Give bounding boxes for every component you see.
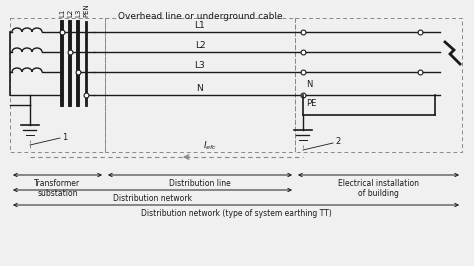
Text: PEN: PEN — [83, 3, 89, 17]
Text: L2: L2 — [195, 41, 205, 50]
Text: $I_{efc}$: $I_{efc}$ — [203, 139, 217, 152]
Text: Distribution line: Distribution line — [169, 179, 231, 188]
Text: L1: L1 — [195, 21, 205, 30]
Text: Electrical installation
of building: Electrical installation of building — [338, 179, 419, 198]
Text: 2: 2 — [335, 138, 340, 147]
Text: L2: L2 — [67, 9, 73, 17]
Text: Overhead line or underground cable: Overhead line or underground cable — [118, 12, 283, 21]
Text: Distribution network: Distribution network — [113, 194, 192, 203]
Text: 1: 1 — [62, 132, 67, 142]
Text: PE: PE — [306, 99, 316, 108]
Text: N: N — [197, 84, 203, 93]
Text: L1: L1 — [59, 9, 65, 17]
Text: L3: L3 — [195, 61, 205, 70]
Text: Distribution network (type of system earthing TT): Distribution network (type of system ear… — [141, 209, 331, 218]
Text: L3: L3 — [75, 9, 81, 17]
Text: N: N — [306, 80, 312, 89]
Text: Transformer
substation: Transformer substation — [35, 179, 81, 198]
